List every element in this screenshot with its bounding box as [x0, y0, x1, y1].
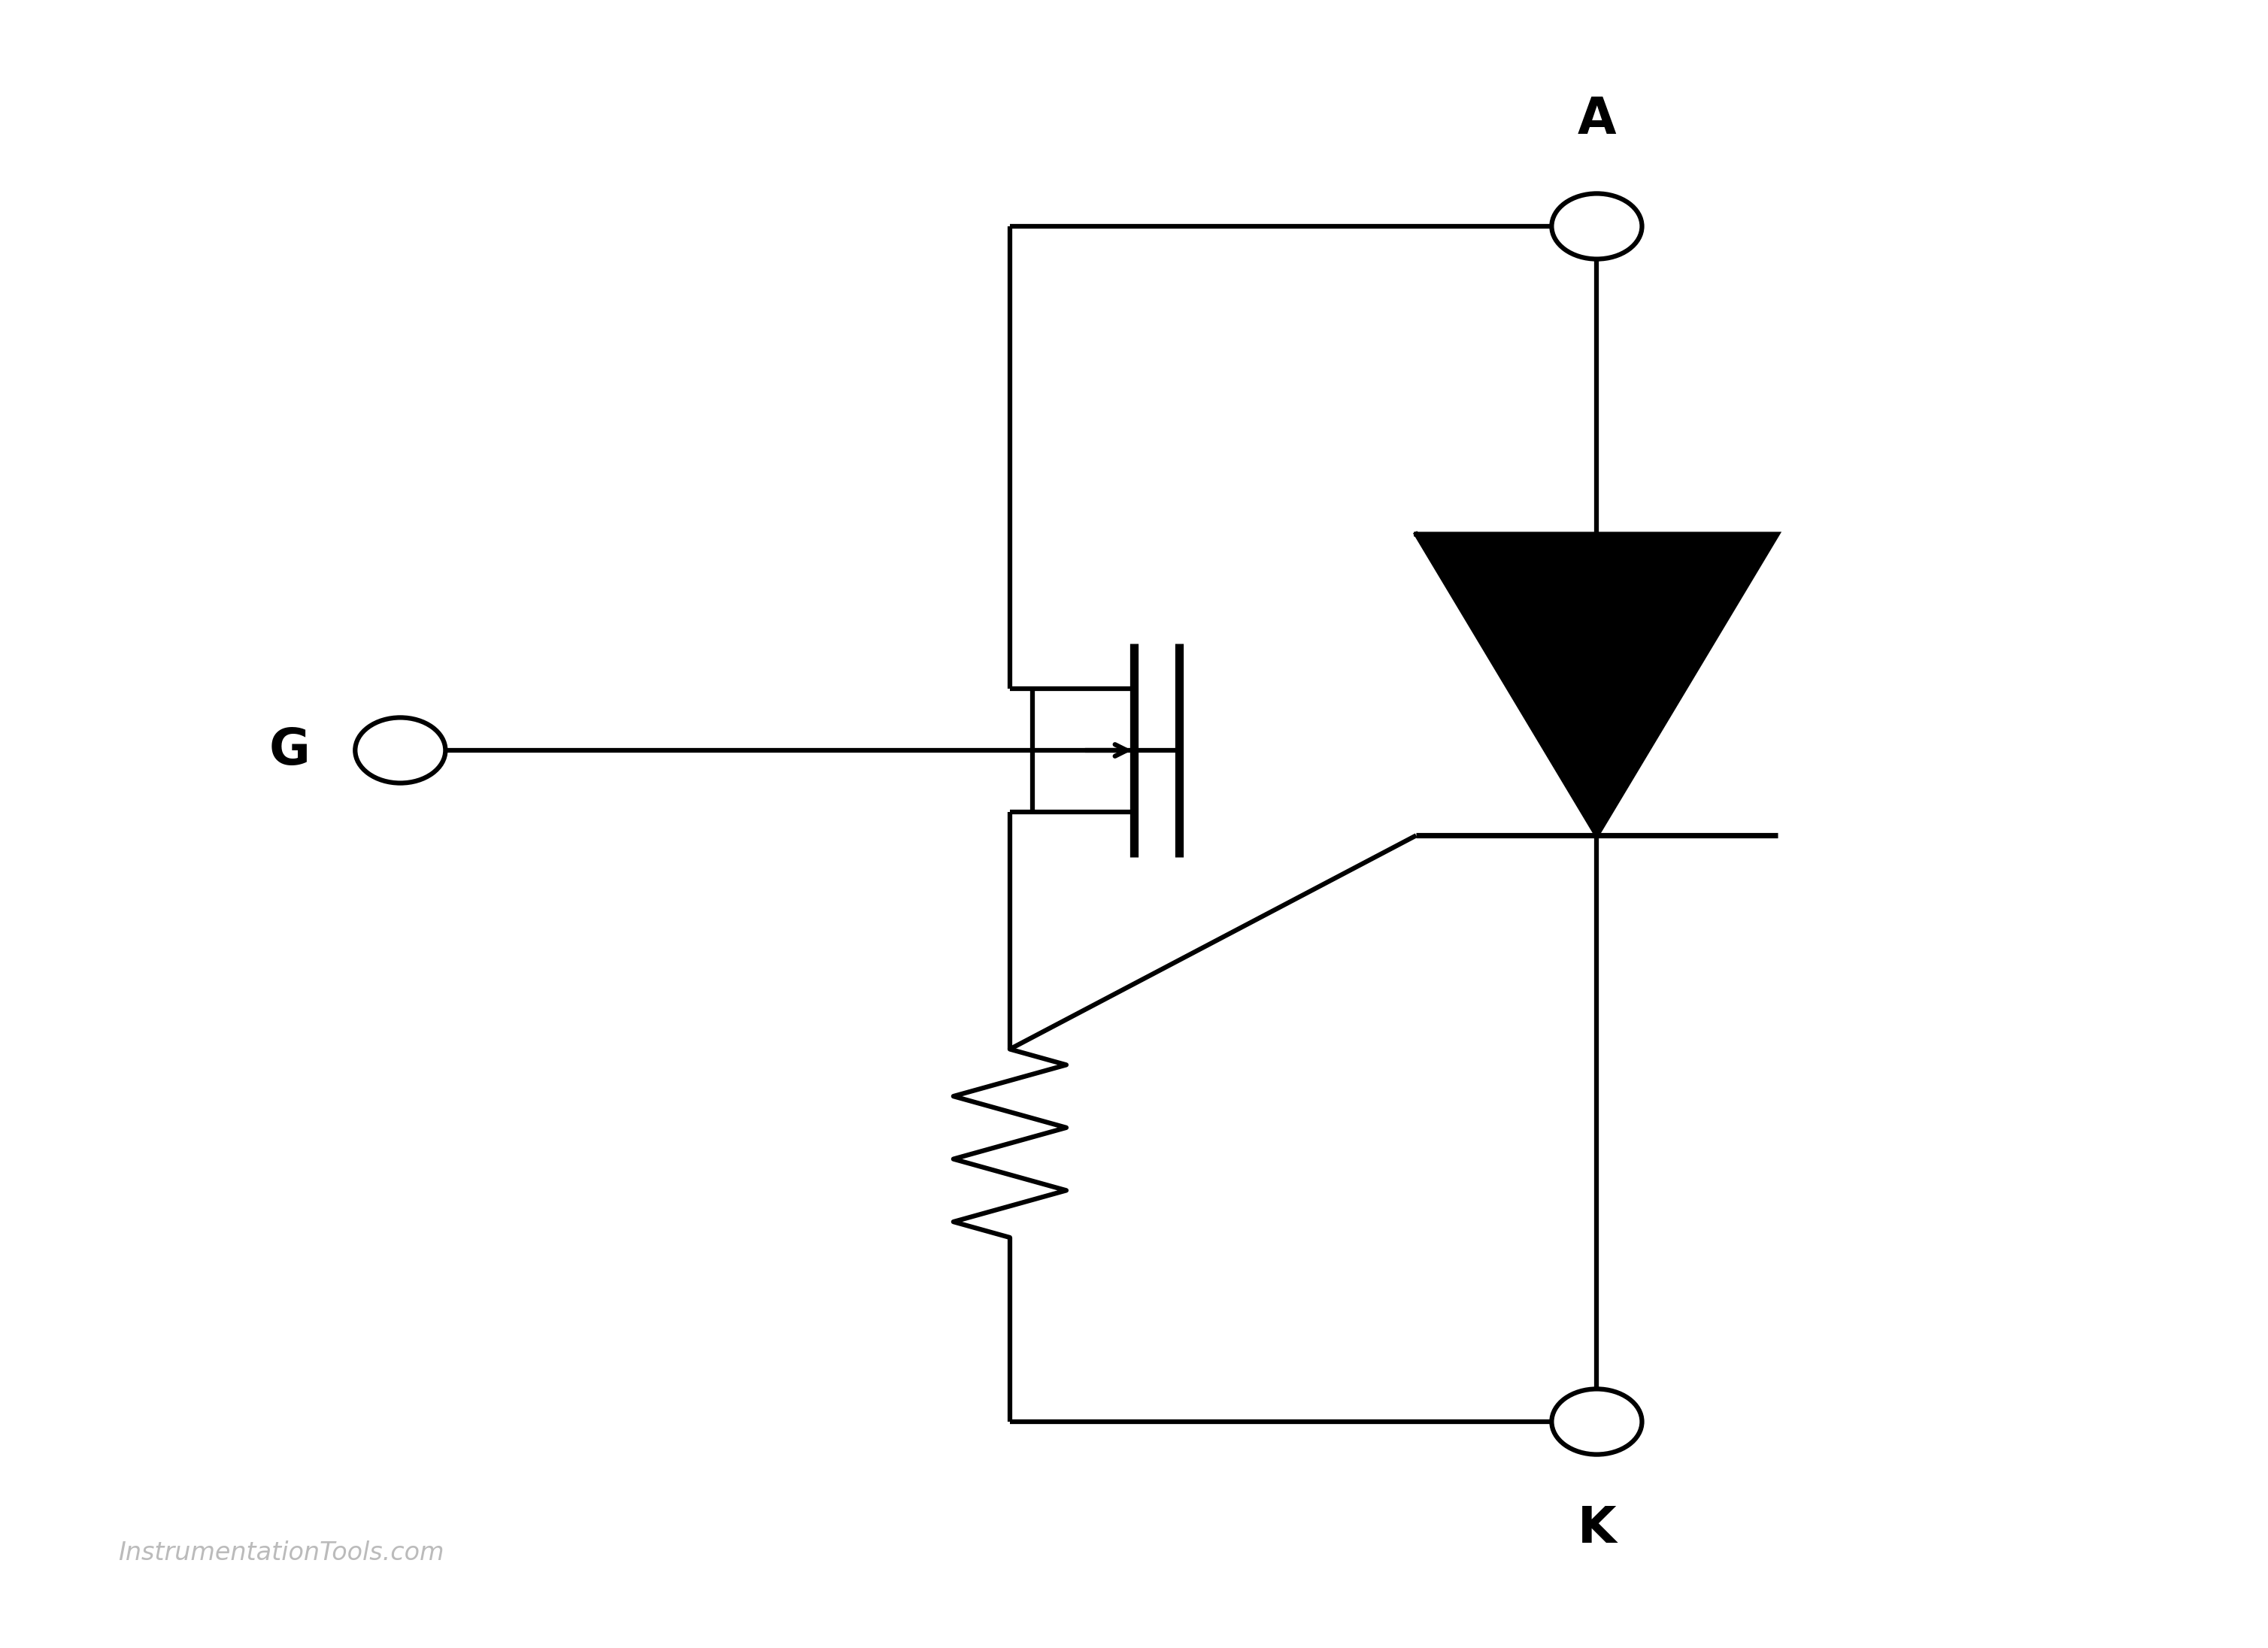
Circle shape	[1551, 1389, 1642, 1455]
Text: K: K	[1576, 1503, 1617, 1552]
Circle shape	[356, 717, 445, 783]
Text: G: G	[270, 725, 311, 775]
Text: A: A	[1576, 96, 1617, 145]
Circle shape	[1551, 193, 1642, 259]
Text: InstrumentationTools.com: InstrumentationTools.com	[118, 1541, 445, 1566]
Polygon shape	[1415, 534, 1778, 836]
